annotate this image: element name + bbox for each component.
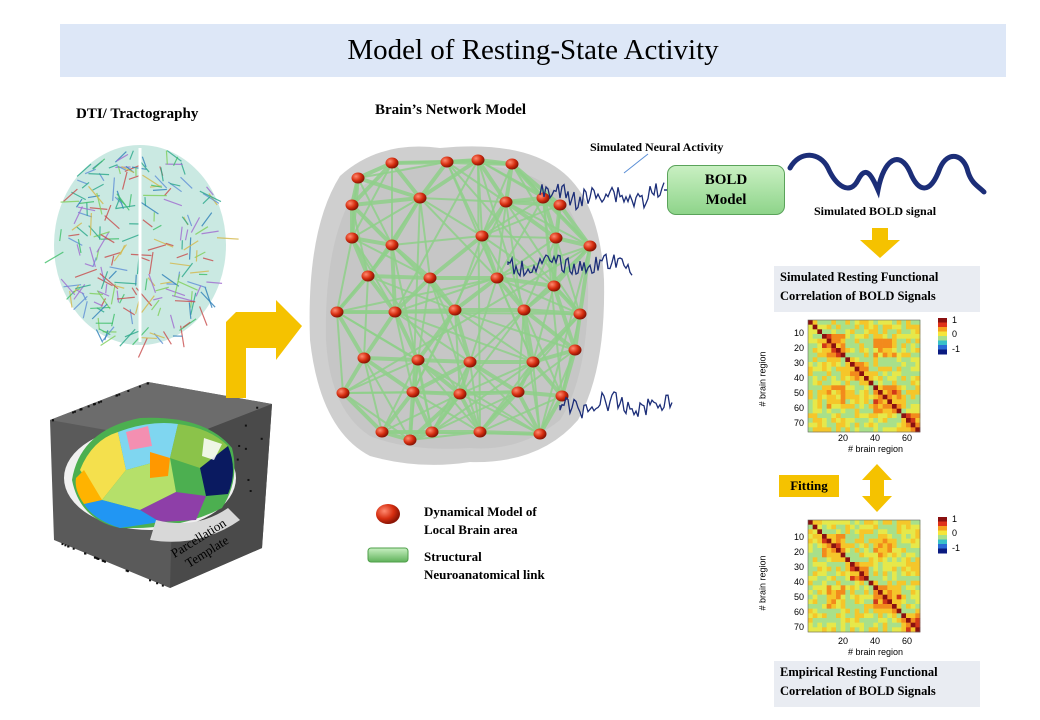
fitting-label: Fitting [790,478,828,493]
legend-node-icon [376,504,400,524]
neural-activity-traces [507,153,673,419]
bold-model-box: BOLD Model [667,165,785,215]
sim-ytick-50: 50 [794,388,805,398]
colorbar-empirical [938,517,947,554]
fitting-badge: Fitting [779,475,839,497]
legend-link-label: Structural Neuroanatomical link [424,548,545,584]
parcellation-template-image [50,382,272,588]
legend-link-icon [367,547,409,563]
dti-label: DTI/ Tractography [76,106,199,122]
sim-xlabel: # brain region [848,444,904,454]
double-arrow-icon [862,464,892,512]
bold-model-line1: BOLD [704,172,748,188]
bold-model-line2: Model [705,192,747,208]
emp-ytick-40: 40 [794,577,805,587]
sim-cbar-1: 1 [952,315,958,325]
sim-ytick-20: 20 [794,343,805,353]
simulated-fc-title-line2: Correlation of BOLD Signals [780,289,936,303]
sim-ytick-70: 70 [794,418,805,428]
bold-signal-wave [787,152,987,199]
brain-network-image [309,146,605,465]
colorbar-simulated [938,318,947,355]
sim-cbar-minus1: -1 [952,344,961,354]
bold-signal-label: Simulated BOLD signal [814,204,937,218]
legend-link-line2: Neuroanatomical link [424,567,545,582]
sim-xtick-40: 40 [870,433,881,443]
empirical-fc-title: Empirical Resting Functional Correlation… [774,661,980,707]
legend-node-line2: Local Brain area [424,522,518,537]
sim-xtick-60: 60 [902,433,913,443]
empirical-fc-matrix [807,519,921,633]
sim-ytick-60: 60 [794,403,805,413]
emp-cbar-minus1: -1 [952,543,961,553]
sim-ytick-40: 40 [794,373,805,383]
emp-ytick-50: 50 [794,592,805,602]
simulated-fc-matrix [807,319,921,433]
legend-node-line1: Dynamical Model of [424,504,537,519]
sim-xtick-20: 20 [838,433,849,443]
emp-xtick-40: 40 [870,636,881,646]
title-banner: Model of Resting-State Activity [60,24,1006,77]
legend-link-line1: Structural [424,549,482,564]
emp-xtick-60: 60 [902,636,913,646]
down-arrow-icon [860,228,900,258]
emp-xlabel: # brain region [848,647,904,657]
yellow-arrow-icon [226,300,302,398]
sim-ylabel: # brain region [757,351,768,407]
sim-ytick-30: 30 [794,358,805,368]
emp-ytick-20: 20 [794,547,805,557]
dti-tractography-image [44,145,239,358]
emp-ytick-60: 60 [794,607,805,617]
empirical-fc-title-line1: Empirical Resting Functional [780,665,938,679]
emp-ytick-10: 10 [794,532,805,542]
neural-activity-label: Simulated Neural Activity [590,140,724,154]
emp-ytick-70: 70 [794,622,805,632]
emp-ytick-30: 30 [794,562,805,572]
network-model-label: Brain’s Network Model [375,102,527,118]
emp-xtick-20: 20 [838,636,849,646]
sim-cbar-0: 0 [952,329,958,339]
simulated-fc-title: Simulated Resting Functional Correlation… [774,266,980,312]
empirical-fc-title-line2: Correlation of BOLD Signals [780,684,936,698]
emp-cbar-0: 0 [952,528,958,538]
legend-node-label: Dynamical Model of Local Brain area [424,503,537,539]
emp-ylabel: # brain region [757,555,768,611]
simulated-fc-title-line1: Simulated Resting Functional [780,270,939,284]
sim-ytick-10: 10 [794,328,805,338]
emp-cbar-1: 1 [952,514,958,524]
page-title: Model of Resting-State Activity [347,34,719,66]
